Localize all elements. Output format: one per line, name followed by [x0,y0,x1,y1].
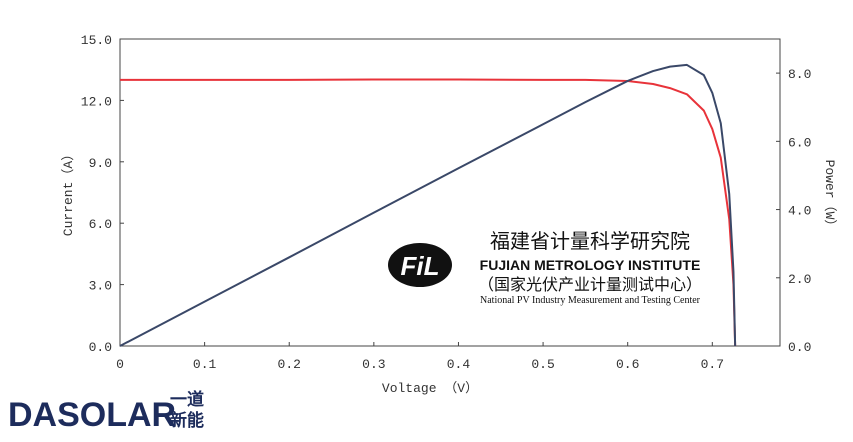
annotation: （国家光伏产业计量测试中心） [478,275,702,294]
brand-line: 一道 [170,389,204,410]
x-tick-label: 0.7 [701,357,724,372]
y-tick-label: 0.0 [89,340,112,355]
series-line [120,78,737,347]
x-tick-label: 0.1 [193,357,217,372]
fil-logo: FiL [388,243,452,287]
logo-text: FiL [401,251,440,281]
y-tick-label: 12.0 [81,94,112,109]
x-tick-label: 0 [116,357,124,372]
y-tick-label: 6.0 [89,217,112,232]
y-tick-label: 3.0 [89,279,112,294]
x-tick-label: 0.2 [278,357,301,372]
x-tick-label: 0.4 [447,357,471,372]
annotation: 福建省计量科学研究院 [490,229,690,253]
plot-frame [119,38,781,347]
x-axis-label: Voltage （V） [382,381,478,396]
x-tick-label: 0.3 [362,357,385,372]
annotation: FUJIAN METROLOGY INSTITUTE [480,257,701,273]
y-tick-label: 15.0 [81,33,112,48]
y2-axis-label: Power（W） [822,160,837,233]
y-tick-label: 9.0 [89,156,112,171]
y2-tick-label: 8.0 [788,67,811,82]
y2-tick-label: 2.0 [788,272,811,287]
series-line [119,63,737,347]
y-axis-label: Current（A） [61,148,76,236]
y2-tick-label: 6.0 [788,135,811,150]
annotation: National PV Industry Measurement and Tes… [480,295,701,306]
x-tick-label: 0.6 [616,357,639,372]
brand-name: DASOLAR [8,396,176,434]
y2-tick-label: 4.0 [788,204,811,219]
logo-badge [388,243,452,287]
brand-line: 新能 [170,410,204,431]
x-tick-label: 0.5 [531,357,554,372]
y2-tick-label: 0.0 [788,340,811,355]
